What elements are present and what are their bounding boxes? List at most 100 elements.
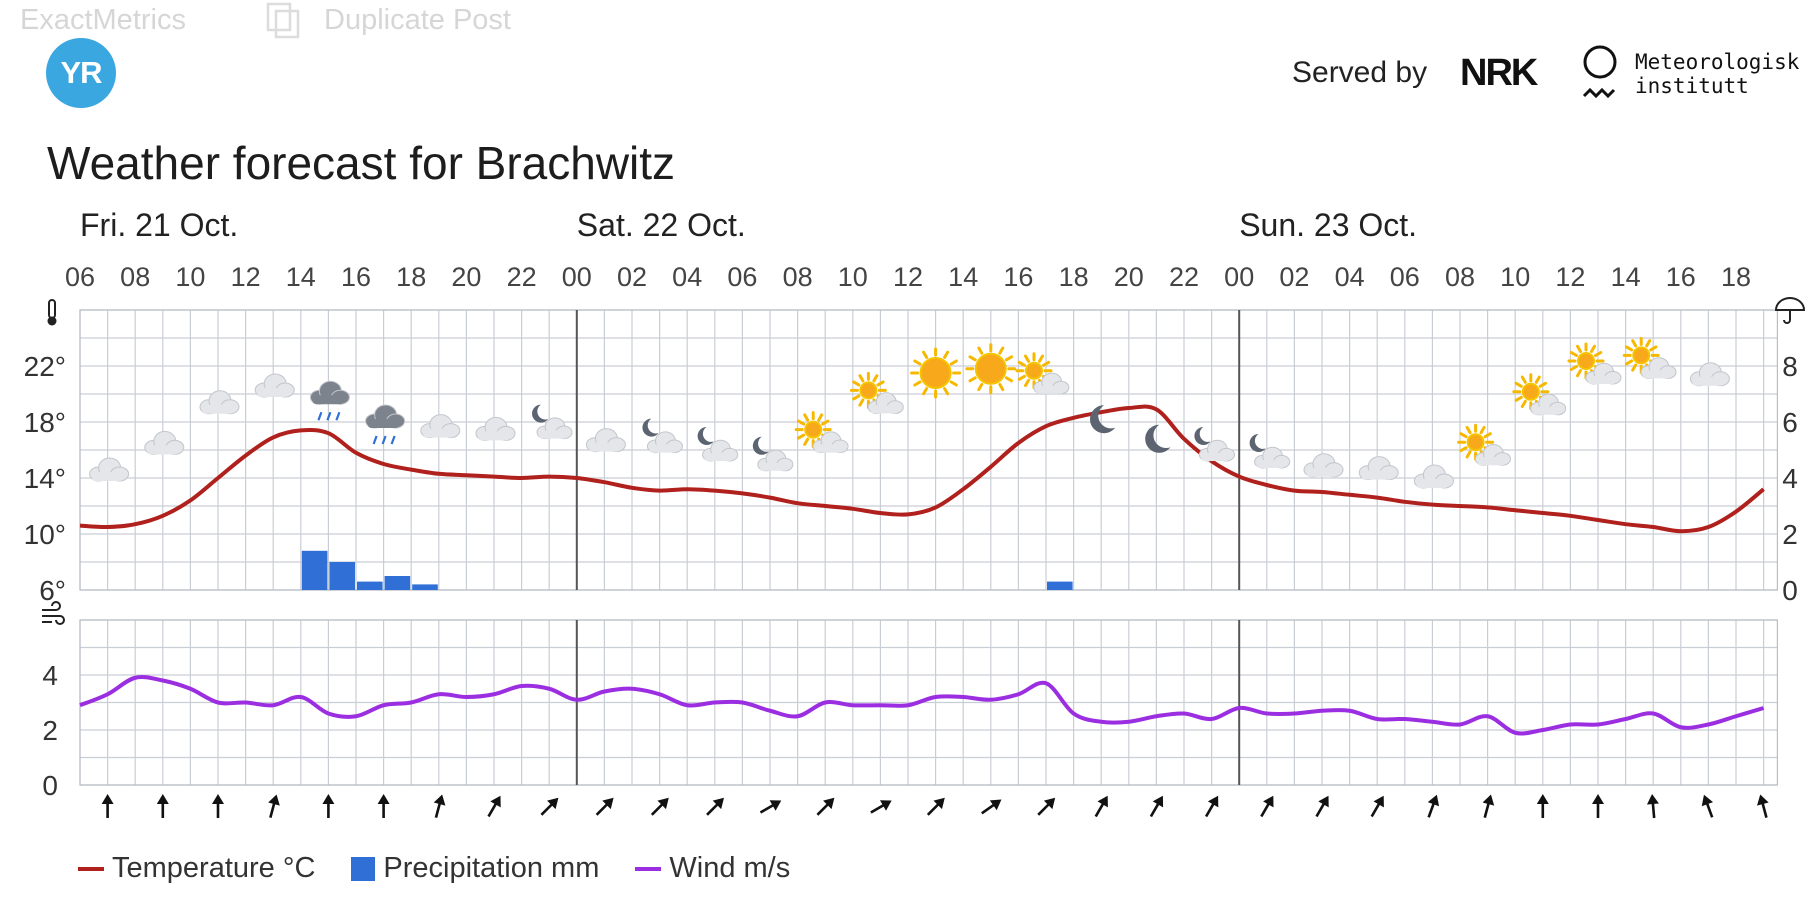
yr-logo[interactable]: YR: [46, 38, 116, 108]
cloud-base: [538, 430, 568, 439]
cloud-base: [1587, 375, 1617, 384]
cloud-base: [1532, 406, 1562, 415]
precipitation-bar: [412, 584, 438, 590]
tab-exactmetrics[interactable]: ExactMetrics: [20, 4, 186, 36]
cloud-icon: [144, 430, 185, 455]
arrow-head: [547, 797, 559, 810]
nrk-logo[interactable]: NRK: [1460, 52, 1538, 94]
partly-cloudy-day-icon: [1512, 373, 1567, 416]
wind-direction-arrow: [926, 797, 945, 816]
cloud-icon: [1358, 456, 1399, 481]
sun-ray: [913, 380, 922, 387]
precipitation-bar: [1047, 581, 1073, 590]
sun-ray: [1645, 339, 1652, 348]
legend-precipitation[interactable]: Precipitation mm: [351, 852, 599, 885]
met-institute-text: Meteorologisk institutt: [1635, 50, 1799, 98]
umbrella-handle: [1783, 310, 1791, 324]
wind-grid: [79, 619, 1778, 786]
sun-ray: [1465, 425, 1472, 435]
sun-ray: [1569, 365, 1578, 371]
partly-cloudy-day-icon: [1457, 423, 1512, 466]
arrow-head: [1427, 794, 1440, 807]
arrow-head: [377, 794, 390, 804]
precipitation-axis-label: 6: [1782, 407, 1798, 438]
rain-drop: [335, 411, 341, 421]
sun-ray: [876, 380, 885, 387]
met-line1: Meteorologisk: [1635, 50, 1800, 74]
hour-tick-label: 18: [396, 262, 426, 292]
temperature-axis-label: 6°: [39, 575, 66, 606]
sun-ray: [1459, 432, 1468, 439]
sun-icon: [910, 347, 962, 399]
rain-drop: [390, 435, 396, 445]
wind-direction-arrow: [268, 794, 280, 818]
arrow-head: [1207, 795, 1219, 808]
cloud-base: [91, 472, 124, 481]
wind-direction-arrow: [433, 794, 446, 818]
temperature-axis-label: 22°: [24, 351, 66, 382]
wind-direction-arrow: [1315, 795, 1329, 818]
arrow-head: [1482, 794, 1495, 806]
arrow-head: [879, 800, 892, 811]
day-label-2: Sun. 23 Oct.: [1239, 207, 1417, 243]
partly-cloudy-night-icon: [697, 427, 739, 462]
sun-ray: [949, 380, 958, 387]
sun-ray: [821, 419, 830, 426]
tab-duplicate-post[interactable]: Duplicate Post: [324, 4, 511, 36]
rain-drop: [381, 435, 387, 445]
hour-tick-label: 00: [562, 262, 592, 292]
rain-cloud-icon: [309, 380, 350, 421]
umbrella-icon: [1774, 297, 1806, 324]
sun-ray: [1534, 375, 1541, 384]
temperature-axis-label: 14°: [24, 463, 66, 494]
sun-ray: [1538, 381, 1548, 388]
hour-tick-label: 20: [1114, 262, 1144, 292]
hour-tick-label: 16: [1003, 262, 1033, 292]
sun-ray: [796, 433, 806, 440]
duplicate-icon: [266, 2, 300, 39]
cloud-base: [1416, 479, 1449, 488]
sun-ray: [1631, 363, 1638, 372]
arrow-head: [1373, 795, 1384, 808]
wind-icon: [42, 601, 65, 625]
sun-disc: [1521, 382, 1540, 401]
legend-temperature[interactable]: Temperature °C: [78, 852, 315, 885]
hour-tick-label: 14: [948, 262, 978, 292]
sun-ray: [949, 359, 958, 366]
sun-ray: [913, 359, 922, 366]
legend-wind-swatch: [635, 866, 662, 871]
sun-disc: [919, 357, 952, 389]
rain-cloud-icon: [365, 404, 406, 445]
arrow-head: [1318, 795, 1329, 808]
sun-ray: [1004, 376, 1014, 383]
wind-direction-arrow: [870, 800, 892, 814]
wind-direction-arrow: [540, 797, 559, 816]
sun-disc: [859, 381, 878, 400]
legend-precipitation-label: Precipitation mm: [383, 852, 600, 884]
arrow-head: [101, 794, 114, 804]
served-by-label: Served by: [1292, 56, 1428, 89]
partly-cloudy-day-icon: [794, 411, 849, 454]
cloud-icon: [585, 428, 626, 453]
sun-ray: [1479, 425, 1486, 435]
sun-ray: [1465, 450, 1472, 459]
sun-ray: [998, 346, 1005, 355]
hour-tick-label: 08: [120, 262, 150, 292]
hour-tick-label: 14: [1611, 262, 1641, 292]
sun-ray: [943, 387, 950, 396]
legend-wind[interactable]: Wind m/s: [635, 852, 790, 885]
wind-panel-frame: [79, 619, 1779, 786]
wind-direction-arrow: [706, 797, 724, 816]
cloud-icon: [254, 373, 295, 398]
legend-temperature-label: Temperature °C: [112, 852, 316, 884]
wind-axis-label: 0: [42, 770, 58, 801]
hour-tick-label: 16: [1666, 262, 1696, 292]
sun-ray: [852, 380, 861, 387]
met-institute-logo-icon[interactable]: [1580, 44, 1620, 104]
umbrella-canopy: [1774, 297, 1806, 311]
cloud-base: [202, 404, 234, 414]
cloud-base: [1361, 470, 1394, 480]
temperature-axis-label: 18°: [24, 407, 66, 438]
sun-disc: [1025, 361, 1043, 380]
wind-direction-arrow: [1701, 794, 1714, 818]
